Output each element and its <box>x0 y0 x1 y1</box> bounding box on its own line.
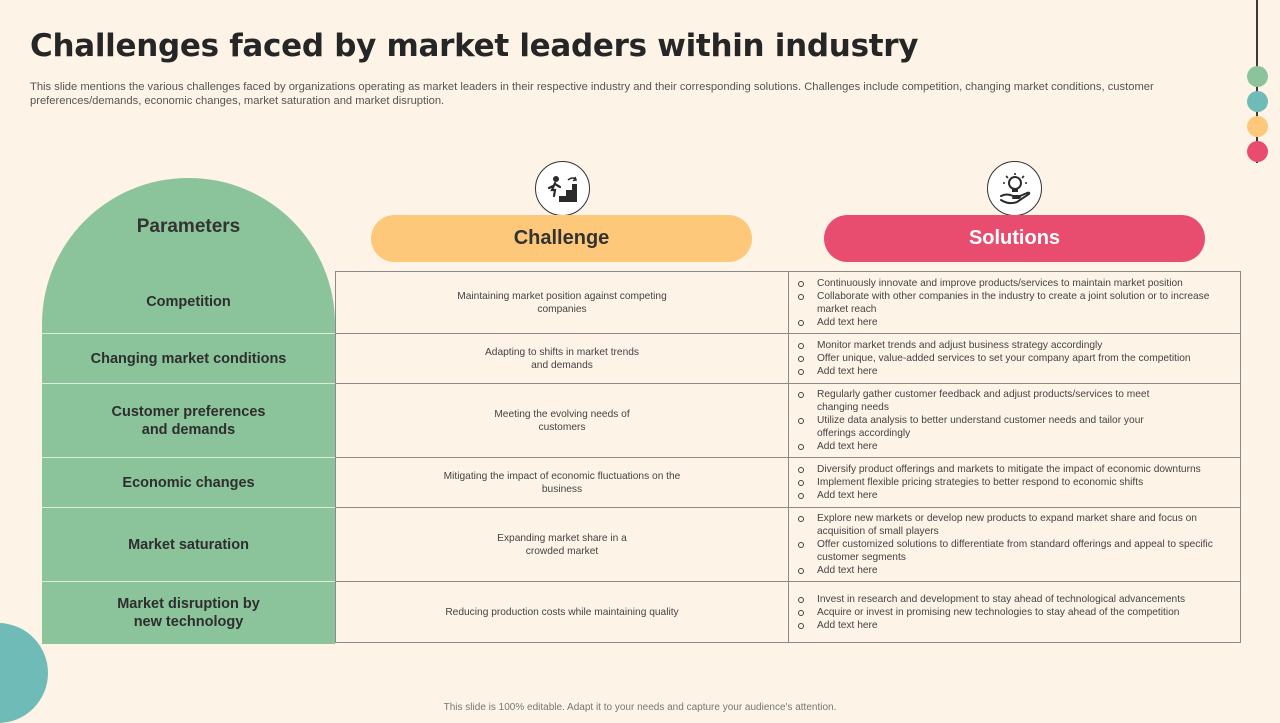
challenge-cell: Maintaining market position against comp… <box>336 272 788 333</box>
parameters-header: Parameters <box>136 216 241 237</box>
solutions-cell: Diversify product offerings and markets … <box>797 458 1237 507</box>
challenge-cell: Reducing production costs while maintain… <box>336 582 788 643</box>
solution-item: Add text here <box>797 489 1201 502</box>
challenge-header: Challenge <box>371 215 752 262</box>
parameter-divider <box>42 457 335 458</box>
decor-dot-pink <box>1247 141 1268 162</box>
parameter-cell: Customer preferences and demands <box>111 403 266 438</box>
row-divider <box>335 581 1241 582</box>
solutions-cell: Invest in research and development to st… <box>797 582 1237 643</box>
decor-dot-teal <box>1247 91 1268 112</box>
solution-item: Explore new markets or develop new produ… <box>797 512 1237 538</box>
solutions-cell: Regularly gather customer feedback and a… <box>797 384 1177 457</box>
solutions-header: Solutions <box>824 215 1205 262</box>
solution-item: Add text here <box>797 619 1185 632</box>
row-divider <box>335 333 1241 334</box>
solutions-cell: Monitor market trends and adjust busines… <box>797 334 1237 383</box>
parameters-column <box>42 178 335 644</box>
solutions-cell: Continuously innovate and improve produc… <box>797 272 1237 333</box>
lightbulb-in-hand-icon <box>987 161 1042 216</box>
solution-item: Acquire or invest in promising new techn… <box>797 606 1185 619</box>
solution-item: Regularly gather customer feedback and a… <box>797 388 1177 414</box>
challenge-cell: Adapting to shifts in market trends and … <box>336 334 788 383</box>
challenge-text: Maintaining market position against comp… <box>457 290 667 315</box>
parameter-divider <box>42 333 335 334</box>
challenge-text: Meeting the evolving needs of customers <box>494 408 630 433</box>
challenge-cell: Expanding market share in a crowded mark… <box>336 508 788 581</box>
solution-item: Offer customized solutions to differenti… <box>797 538 1237 564</box>
solution-item: Implement flexible pricing strategies to… <box>797 476 1201 489</box>
solutions-cell: Explore new markets or develop new produ… <box>797 508 1237 581</box>
parameter-divider <box>42 581 335 582</box>
parameter-divider <box>42 383 335 384</box>
parameter-cell: Market saturation <box>128 536 249 553</box>
solution-item: Add text here <box>797 440 1177 453</box>
parameter-cell: Market disruption by new technology <box>117 595 260 630</box>
challenge-cell: Meeting the evolving needs of customers <box>336 384 788 457</box>
footer-note: This slide is 100% editable. Adapt it to… <box>443 702 837 713</box>
person-climbing-stairs-icon <box>535 161 590 216</box>
parameter-cell: Changing market conditions <box>90 350 287 367</box>
challenge-text: Expanding market share in a crowded mark… <box>497 532 627 557</box>
row-divider <box>335 507 1241 508</box>
parameter-divider <box>42 507 335 508</box>
row-divider <box>335 383 1241 384</box>
row-divider <box>335 457 1241 458</box>
challenge-text: Adapting to shifts in market trends and … <box>484 346 640 371</box>
challenge-text: Reducing production costs while maintain… <box>445 607 679 618</box>
solution-item: Utilize data analysis to better understa… <box>797 414 1177 440</box>
solution-item: Offer unique, value-added services to se… <box>797 352 1191 365</box>
solution-item: Diversify product offerings and markets … <box>797 463 1201 476</box>
solution-item: Collaborate with other companies in the … <box>797 290 1237 316</box>
solution-item: Invest in research and development to st… <box>797 593 1185 606</box>
slide-subtitle: This slide mentions the various challeng… <box>30 81 1154 107</box>
solution-item: Continuously innovate and improve produc… <box>797 277 1237 290</box>
solution-item: Add text here <box>797 316 1237 329</box>
slide-title: Challenges faced by market leaders withi… <box>30 28 919 64</box>
decor-dot-yellow <box>1247 116 1268 137</box>
challenge-cell: Mitigating the impact of economic fluctu… <box>336 458 788 507</box>
decor-dot-green <box>1247 66 1268 87</box>
parameter-cell: Economic changes <box>122 474 255 491</box>
parameter-cell: Competition <box>146 294 231 310</box>
solution-item: Add text here <box>797 564 1237 577</box>
solution-item: Add text here <box>797 365 1191 378</box>
solution-item: Monitor market trends and adjust busines… <box>797 339 1191 352</box>
challenge-text: Mitigating the impact of economic fluctu… <box>443 470 681 495</box>
